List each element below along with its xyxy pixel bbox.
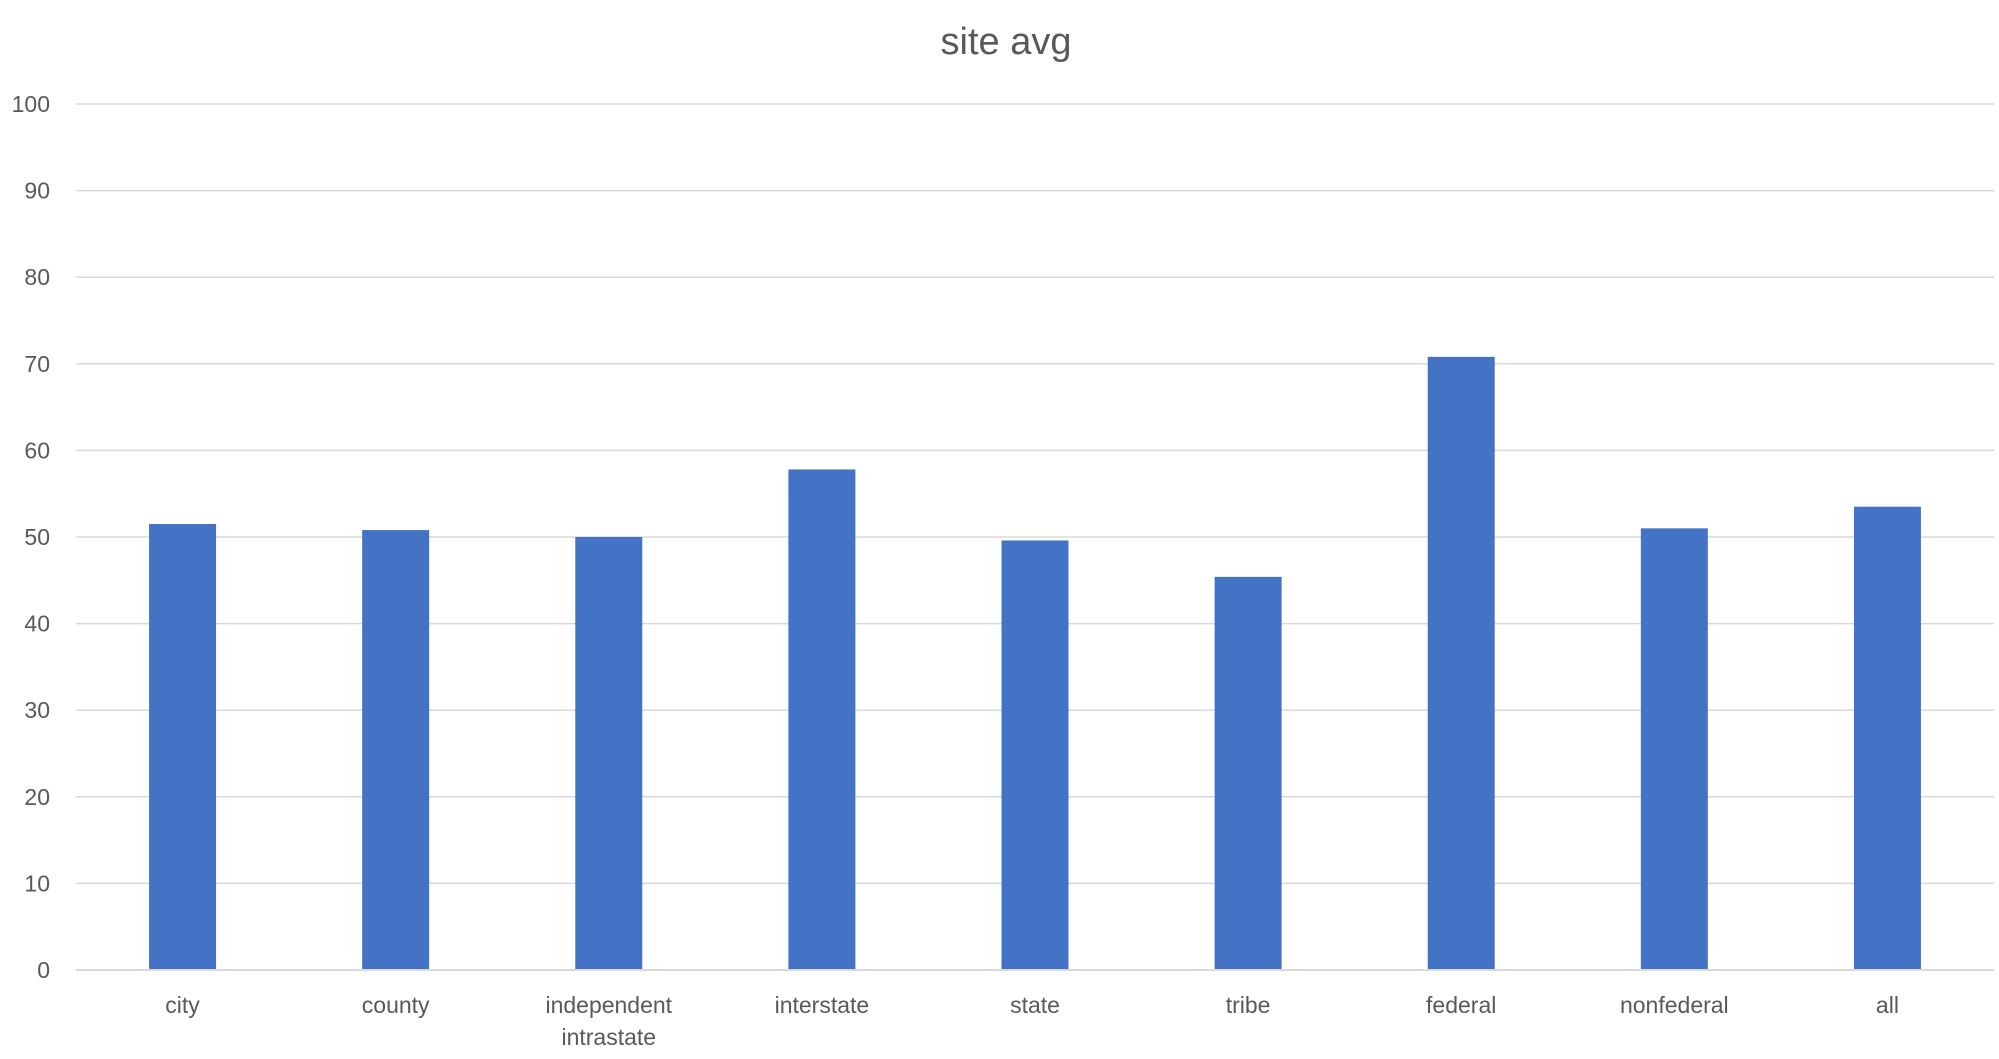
y-tick-label: 90 [24,178,50,204]
x-tick-label: all [1876,992,1899,1018]
x-axis-labels: city county independent intrastate interstat… [165,992,1899,1050]
x-tick-label: nonfederal [1620,992,1729,1018]
y-tick-label: 20 [24,784,50,810]
bars [149,356,1921,970]
x-tick-label: county [362,992,430,1018]
y-tick-label: 80 [24,264,50,290]
y-tick-label: 40 [24,611,50,637]
y-tick-label: 70 [24,351,50,377]
bar-county [362,530,430,970]
x-tick-label: interstate [775,992,870,1018]
bar-nonfederal [1640,528,1708,970]
chart-title: site avg [941,21,1072,63]
x-tick-label: state [1010,992,1060,1018]
bar-city [149,524,217,970]
y-tick-label: 30 [24,697,50,723]
y-tick-label: 60 [24,437,50,463]
x-tick-label: tribe [1226,992,1271,1018]
bar-all [1853,506,1921,970]
x-tick-label: independent intrastate [545,992,672,1050]
bar-tribe [1214,576,1282,970]
y-tick-label: 50 [24,524,50,550]
y-tick-label: 10 [24,870,50,896]
bar-independent-intrastate [575,537,643,970]
y-tick-label: 0 [37,957,50,983]
x-tick-label: city [165,992,200,1018]
y-axis-ticks: 0 10 20 30 40 50 60 70 80 90 100 [12,91,50,983]
x-tick-label: federal [1426,992,1496,1018]
bar-federal [1427,356,1495,970]
y-tick-label: 100 [12,91,50,117]
bar-state [1001,540,1069,970]
bar-interstate [788,469,856,970]
